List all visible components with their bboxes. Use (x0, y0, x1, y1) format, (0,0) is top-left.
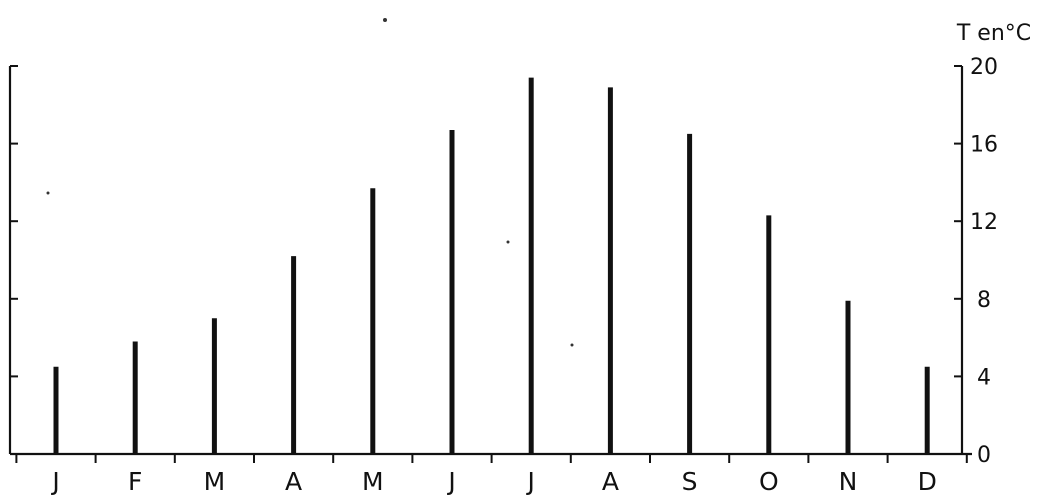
month-label: J (50, 467, 59, 496)
labels-group: 0 4 8 12 16 20 T en°C J F M A M J J A S O N D (50, 21, 1031, 496)
month-label: S (682, 467, 698, 496)
month-label: N (839, 467, 858, 496)
month-label: J (526, 467, 535, 496)
y-tick-label: 4 (977, 365, 991, 390)
chart-axes (8, 66, 972, 456)
scan-speck (570, 343, 574, 347)
y-tick-label: 12 (970, 210, 998, 235)
y-tick-label: 8 (977, 288, 991, 313)
bars-group (53, 77, 930, 454)
scan-speck (383, 18, 387, 22)
month-label: A (285, 467, 302, 496)
month-label: F (128, 467, 142, 496)
scan-speck (506, 240, 510, 244)
month-label: A (602, 467, 619, 496)
scan-speck (46, 191, 50, 195)
axis-ticks (10, 65, 968, 463)
month-label: O (759, 467, 779, 496)
y-tick-label: 20 (970, 55, 998, 80)
month-label: D (918, 467, 937, 496)
y-tick-label: 0 (977, 443, 991, 468)
y-tick-label: 16 (970, 133, 998, 158)
month-label: M (362, 467, 384, 496)
y-axis-unit-label: T en°C (956, 21, 1031, 46)
month-label: M (204, 467, 226, 496)
month-label: J (446, 467, 455, 496)
